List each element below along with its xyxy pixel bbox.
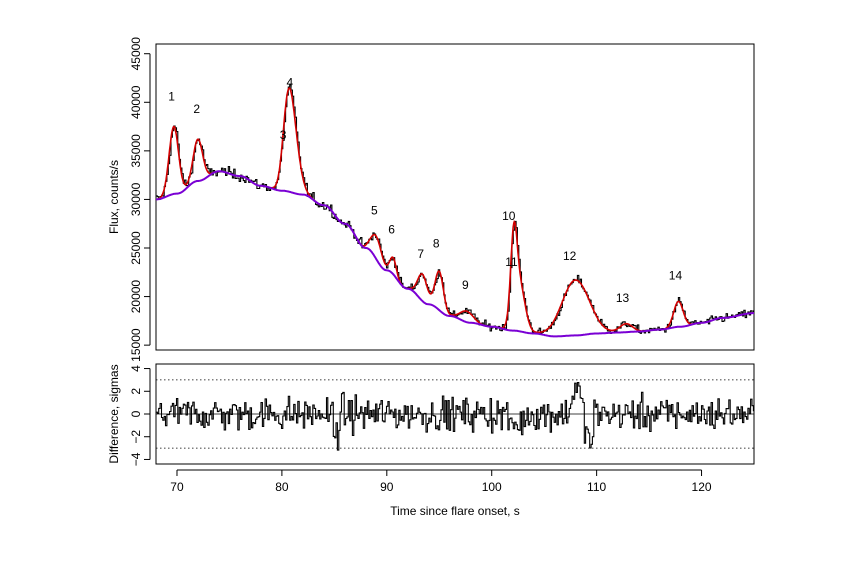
time-x-tick-label: 90: [380, 480, 394, 494]
peak-label-10: 10: [502, 209, 516, 223]
residual-y-tick-label: 2: [129, 388, 143, 395]
flux-y-tick-label: 20000: [129, 280, 143, 314]
peak-label-2: 2: [193, 102, 200, 116]
flux-y-axis-title: Flux, counts/s: [107, 160, 121, 234]
residual-y-tick-label: −4: [129, 452, 143, 466]
flux-y-tick-label: 45000: [129, 37, 143, 71]
flux-panel: 15000 20000 25000 30000 35000 40000 45000 Flux…: [107, 37, 755, 362]
peak-label-1: 1: [168, 90, 175, 104]
residual-y-axis: −4 −2 0 2 4: [129, 365, 151, 466]
residual-y-tick-label: 0: [129, 410, 143, 417]
peak-label-5: 5: [371, 203, 378, 217]
flux-plot-frame: [155, 43, 755, 351]
peak-label-7: 7: [417, 247, 424, 261]
background-fit-series: [156, 170, 754, 338]
time-x-tick-label: 70: [170, 480, 184, 494]
residual-y-axis-title: Difference, sigmas: [107, 364, 121, 463]
flux-y-tick-label: 40000: [129, 85, 143, 119]
time-x-tick-label: 100: [482, 480, 502, 494]
time-x-tick-label: 120: [692, 480, 712, 494]
residual-y-tick-label: −2: [129, 430, 143, 444]
residual-y-tick-label: 4: [129, 365, 143, 372]
flux-y-axis: 15000 20000 25000 30000 35000 40000 45000: [129, 37, 151, 362]
peak-label-9: 9: [462, 278, 469, 292]
peak-label-11: 11: [505, 255, 518, 269]
flux-y-tick-label: 30000: [129, 182, 143, 216]
flux-data-series: [156, 84, 754, 335]
time-x-tick-label: 110: [587, 480, 606, 494]
flux-y-tick-label: 15000: [129, 328, 143, 362]
residual-panel: −4 −2 0 2 4 70 80 90 100 110 120 Difference, sigm…: [107, 363, 755, 518]
time-x-axis: 70 80 90 100 110 120: [170, 469, 712, 494]
peak-label-4: 4: [286, 76, 293, 90]
peak-label-12: 12: [563, 249, 577, 263]
peak-label-8: 8: [433, 236, 440, 250]
pulse-fit-series: [155, 87, 754, 334]
residual-series: [156, 382, 754, 451]
flux-y-tick-label: 35000: [129, 134, 143, 168]
peak-label-13: 13: [616, 291, 630, 305]
peak-label-6: 6: [388, 223, 395, 237]
flux-y-tick-label: 25000: [129, 231, 143, 265]
peak-label-14: 14: [669, 268, 683, 282]
peak-label-3: 3: [280, 128, 287, 142]
time-x-axis-title: Time since flare onset, s: [390, 504, 520, 518]
time-x-tick-label: 80: [275, 480, 289, 494]
